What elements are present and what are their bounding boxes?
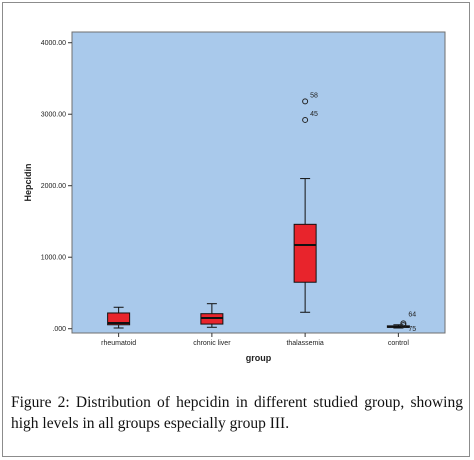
outlier-point — [302, 98, 309, 105]
box-chronic-liver — [200, 303, 224, 328]
outlier-point — [400, 320, 407, 327]
y-axis-label: Hepcidin — [23, 163, 33, 201]
y-tick-label: 3000.00 — [41, 112, 66, 119]
y-axis: .000 1000.00 2000.00 3000.00 4000.00 — [41, 40, 72, 333]
x-tick-label: chronic liver — [193, 340, 231, 347]
outlier-label: 58 — [310, 92, 318, 99]
y-tick-label: 2000.00 — [41, 183, 66, 190]
y-tick-label: 1000.00 — [41, 255, 66, 262]
y-tick-label: .000 — [52, 326, 66, 333]
outlier-label: 75 — [408, 326, 416, 333]
box-iqr — [293, 223, 317, 283]
box-control: 64 75 — [386, 311, 416, 333]
y-tick-label: 4000.00 — [41, 40, 66, 47]
x-tick-label: thalassemia — [286, 340, 323, 347]
boxes-layer: 58 45 64 75 — [107, 92, 416, 333]
outlier-point — [302, 116, 309, 123]
box-rheumatoid — [107, 306, 131, 329]
outlier-label: 45 — [310, 111, 318, 118]
outlier-point — [400, 322, 407, 329]
x-axis: rheumatoid chronic liver thalassemia contro… — [101, 333, 409, 347]
outlier-label: 64 — [408, 311, 416, 318]
boxplot-chart: .000 1000.00 2000.00 3000.00 4000.00 rheumat… — [23, 31, 446, 363]
x-axis-label: group — [246, 353, 272, 363]
x-tick-label: control — [388, 340, 409, 347]
plot-area — [71, 31, 446, 334]
box-thalassemia: 58 45 — [293, 92, 318, 313]
x-tick-label: rheumatoid — [101, 340, 136, 347]
figure-caption: Figure 2: Distribution of hepcidin in di… — [11, 394, 463, 432]
box-iqr — [107, 312, 131, 326]
